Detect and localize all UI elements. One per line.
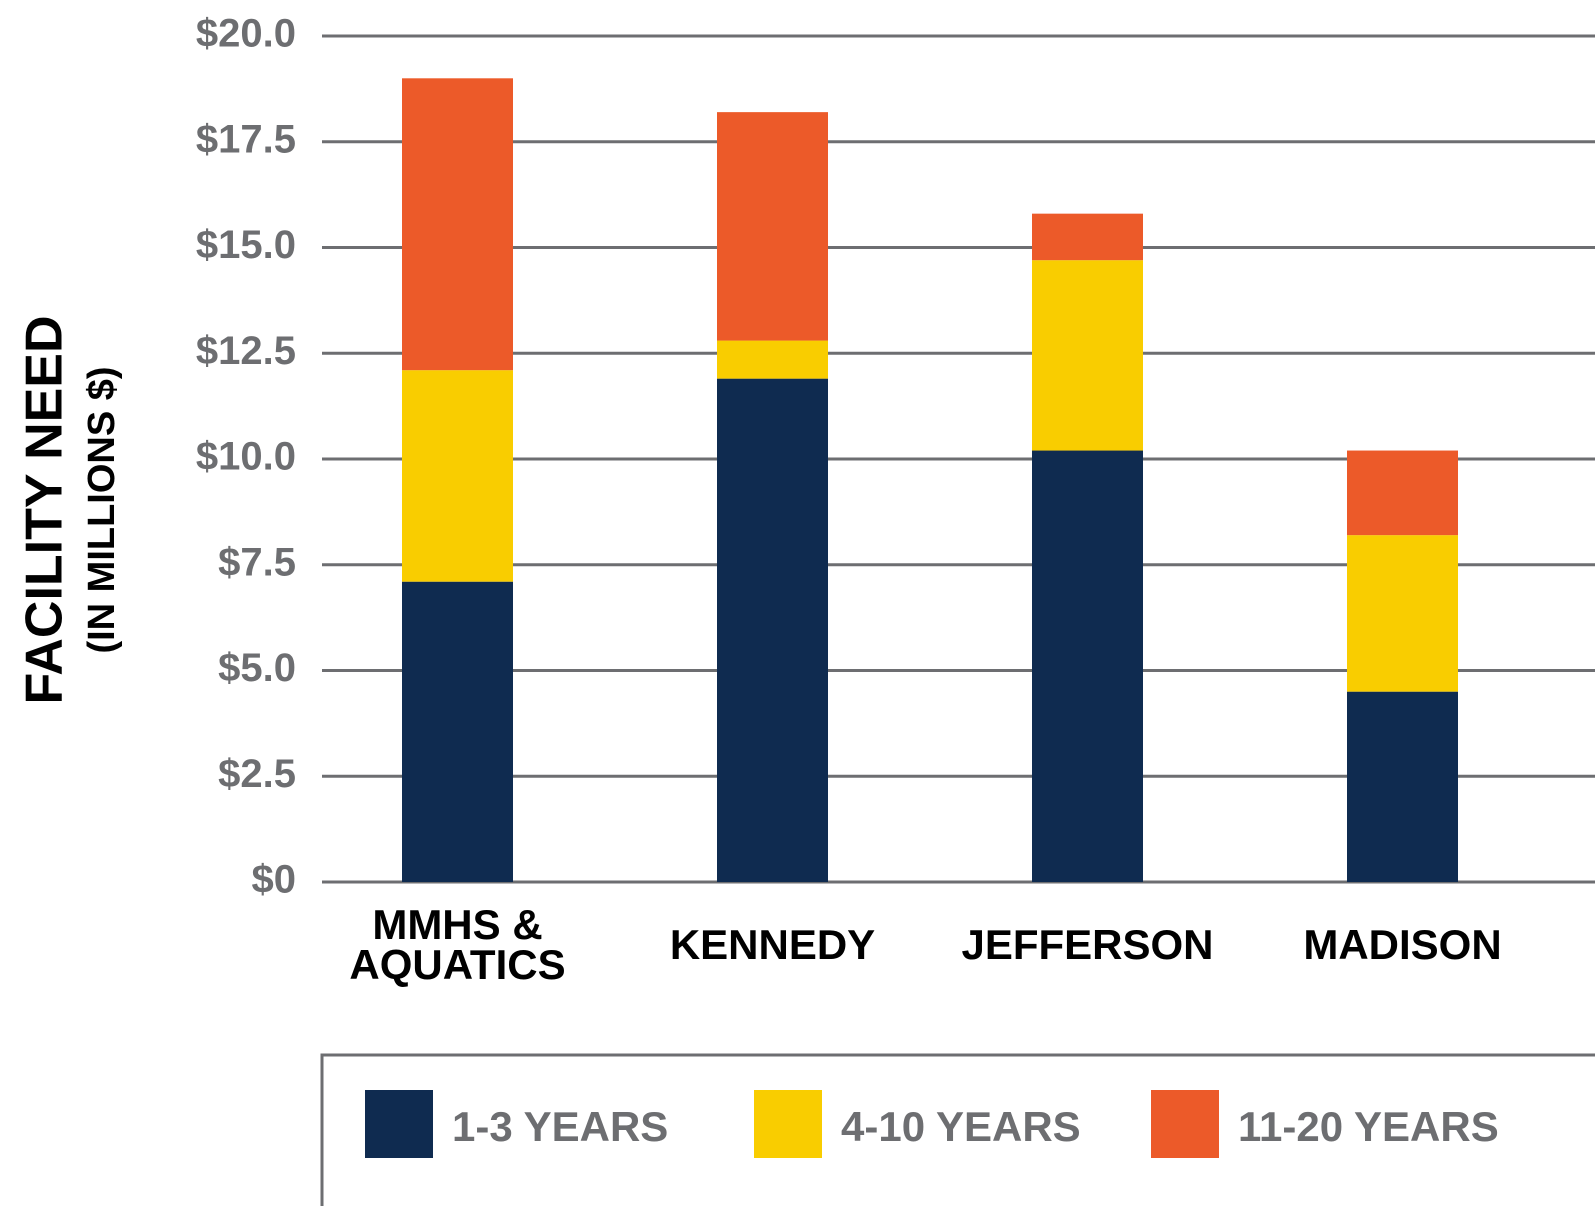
x-tick-label: MADISON (1303, 921, 1502, 968)
bar-segment (1032, 260, 1143, 451)
x-tick-label: JEFFERSON (961, 921, 1214, 968)
y-axis-title: FACILITY NEED (16, 315, 74, 704)
legend-label: 11-20 YEARS (1238, 1103, 1499, 1150)
legend-label: 4-10 YEARS (841, 1103, 1081, 1150)
x-tick-label: KENNEDY (669, 921, 876, 968)
y-tick-label: $2.5 (218, 752, 296, 796)
bar-segment (717, 112, 828, 341)
bar-segment (1347, 535, 1458, 692)
y-axis-subtitle: (IN MILLIONS $) (81, 366, 123, 653)
y-tick-label: $12.5 (196, 329, 296, 373)
y-tick-label: $10.0 (196, 435, 296, 479)
bar-segment (1032, 450, 1143, 882)
bar-segment (717, 378, 828, 882)
legend-box (320, 1053, 1595, 1206)
x-tick-label: MMHS & AQUATICS (349, 901, 566, 988)
bar-segment (402, 581, 513, 882)
y-tick-label: $20.0 (196, 12, 296, 56)
legend-swatch (365, 1090, 433, 1158)
y-tick-label: $7.5 (218, 540, 296, 584)
bar-segment (1347, 691, 1458, 882)
y-tick-label: $15.0 (196, 223, 296, 267)
legend-swatch (1151, 1090, 1219, 1158)
y-tick-label: $17.5 (196, 117, 296, 161)
bar-segment (402, 78, 513, 371)
y-tick-label: $0 (252, 858, 297, 902)
bar-segment (1347, 450, 1458, 536)
legend-swatch (754, 1090, 822, 1158)
bar-segment (717, 340, 828, 379)
bar-segment (1032, 213, 1143, 261)
y-tick-label: $5.0 (218, 646, 296, 690)
bar-segment (402, 370, 513, 582)
legend-label: 1-3 YEARS (452, 1103, 668, 1150)
